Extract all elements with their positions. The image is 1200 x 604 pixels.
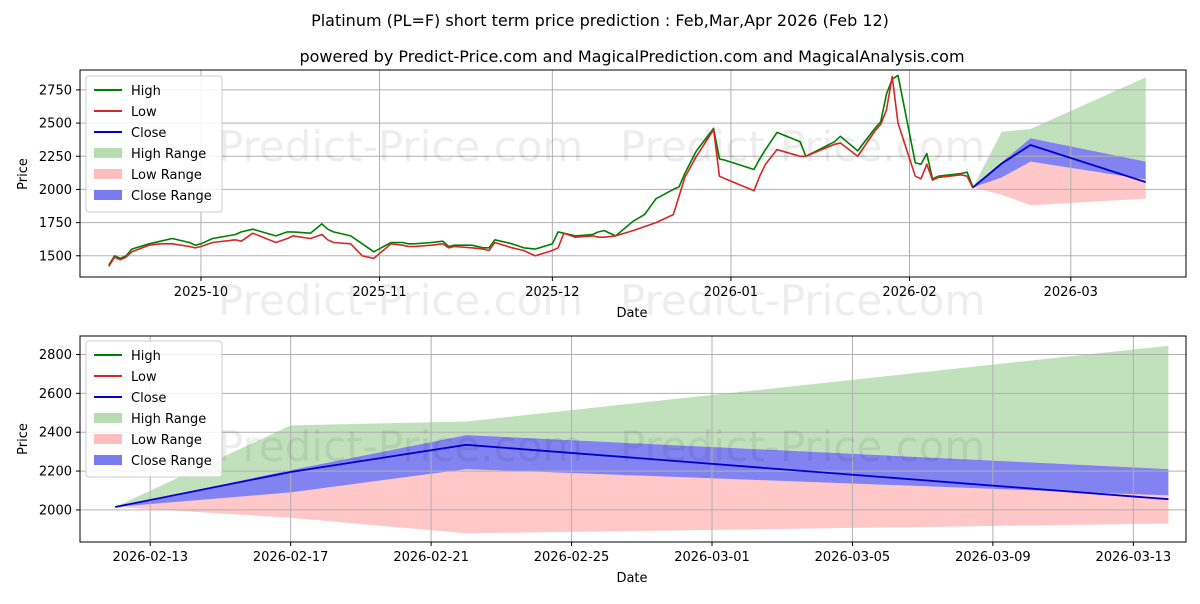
x-tick-label: 2025-10 [174,285,228,300]
top-chart-panel: 2025-10 2025-11 2025-12 2026-01 2026-02 2026-… [16,69,1187,321]
x-tick-label: 2026-02-13 [112,550,188,565]
legend-swatch-patch [94,455,122,465]
x-tick-label: 2025-12 [525,285,579,300]
x-tick-label: 2026-02 [882,285,936,300]
x-tick-label: 2026-03 [1044,285,1098,300]
legend-label: Low [131,370,157,385]
legend-swatch-patch [94,148,122,158]
legend-swatch-patch [94,434,122,444]
x-tick-label: 2026-02-17 [253,550,329,565]
top-y-axis-label: Price [16,158,31,190]
bottom-plot-frame [79,335,1187,543]
y-tick-label: 1750 [39,216,72,231]
bottom-y-axis-label: Price [16,423,31,455]
y-tick-label: 2000 [39,503,72,518]
x-tick-label: 2026-03-01 [674,550,750,565]
legend-label: High Range [131,412,206,427]
watermark: Predict-Price.com [620,122,986,171]
legend-swatch-patch [94,190,122,200]
top-x-axis-label: Date [616,306,647,321]
legend-swatch-patch [94,413,122,423]
watermark: Predict-Price.com [218,276,584,325]
low-range-band [115,469,1169,534]
high-series-line [108,74,974,266]
x-tick-label: 2025-11 [352,285,406,300]
x-tick-label: 2026-03-09 [955,550,1031,565]
y-tick-label: 2500 [39,117,72,132]
legend-label: Low [131,105,157,120]
legend-label: High Range [131,147,206,162]
legend-label: Close Range [131,189,212,204]
high-range-band [972,77,1146,188]
watermark: Predict-Price.com [218,422,584,471]
high-range-band [115,345,1169,507]
legend-label: Close [131,126,166,141]
legend-label: Low Range [131,433,202,448]
legend-swatch-patch [94,169,122,179]
x-tick-label: 2026-01 [704,285,758,300]
y-tick-label: 1500 [39,249,72,264]
x-tick-label: 2026-02-25 [534,550,610,565]
y-tick-label: 2750 [39,83,72,98]
legend-label: High [131,84,161,99]
legend-label: Close [131,391,166,406]
top-legend: High Low Close High Range Low Range Close Ran… [85,75,223,213]
y-tick-label: 2600 [39,387,72,402]
watermark: Predict-Price.com [218,122,584,171]
y-tick-label: 2250 [39,150,72,165]
bottom-legend: High Low Close High Range Low Range Close Ran… [85,340,223,478]
bottom-chart-panel: 2026-02-13 2026-02-17 2026-02-21 2026-02-25… [16,335,1187,586]
watermark: Predict-Price.com [620,276,986,325]
low-series-line [108,75,974,267]
close-range-band [972,138,1146,188]
bottom-x-axis-label: Date [616,571,647,586]
y-tick-label: 2200 [39,465,72,480]
low-range-band [972,161,1146,206]
top-plot-frame [79,69,1187,278]
chart-subtitle: powered by Predict-Price.com and Magical… [299,47,964,66]
watermark: Predict-Price.com [620,422,986,471]
x-tick-label: 2026-03-05 [815,550,891,565]
y-tick-label: 2000 [39,183,72,198]
legend-label: Close Range [131,454,212,469]
y-tick-label: 2800 [39,348,72,363]
legend-label: Low Range [131,168,202,183]
y-tick-label: 2400 [39,426,72,441]
close-forecast-line [114,443,1169,508]
x-tick-label: 2026-03-13 [1096,550,1172,565]
legend-label: High [131,349,161,364]
close-forecast-line [972,144,1146,189]
chart-title: Platinum (PL=F) short term price predict… [311,11,889,30]
x-tick-label: 2026-02-21 [393,550,469,565]
